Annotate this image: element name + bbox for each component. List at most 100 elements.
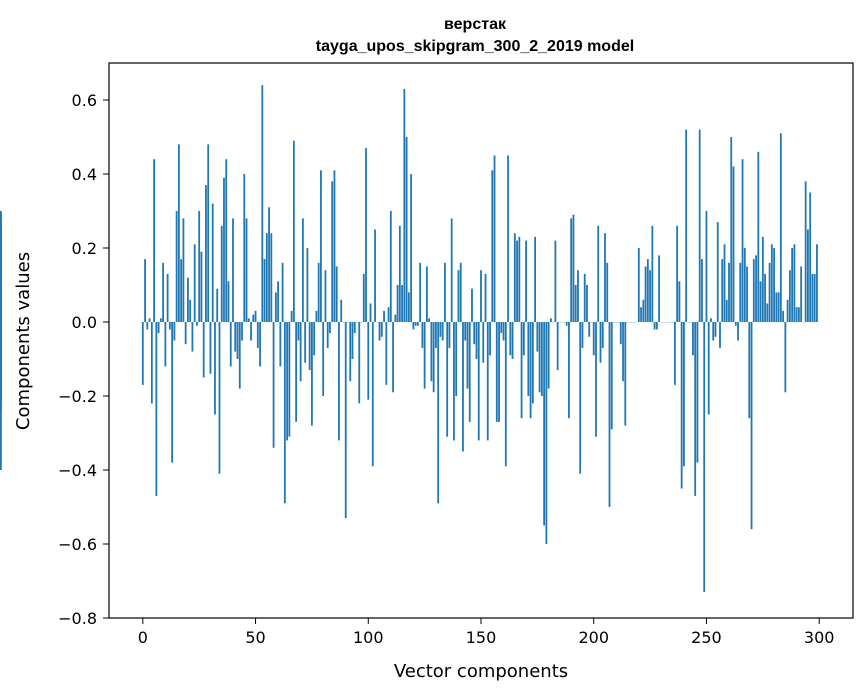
bar-93 <box>351 322 354 359</box>
x-tick-label: 100 <box>353 628 384 647</box>
bar-163 <box>509 322 512 356</box>
bar-146 <box>471 288 473 322</box>
bar-157 <box>495 322 498 422</box>
bar-13 <box>171 322 174 463</box>
bar-21 <box>189 299 192 322</box>
bar-103 <box>374 229 376 322</box>
bar-297 <box>811 273 814 322</box>
bar-85 <box>333 170 336 322</box>
bar-295 <box>807 229 809 322</box>
bar-168 <box>520 322 523 419</box>
bar-52 <box>259 322 261 367</box>
bar-69 <box>297 322 300 341</box>
bar-167 <box>518 236 521 322</box>
bar-180 <box>547 322 550 389</box>
bar-28 <box>205 185 207 322</box>
x-axis-ticks: 0 50 100 150 200 250 300 <box>138 618 834 647</box>
bar-60 <box>277 281 279 322</box>
bar-257 <box>721 259 724 322</box>
bar-96 <box>358 322 361 404</box>
bar-144 <box>466 322 469 389</box>
bar-254 <box>714 322 717 337</box>
bar-128 <box>430 322 433 382</box>
bar-160 <box>502 322 505 341</box>
y-tick-label: 0.4 <box>72 165 97 184</box>
bar-198 <box>588 322 591 337</box>
bar-261 <box>730 137 733 322</box>
y-tick-label: 0.2 <box>72 239 97 258</box>
bar-148 <box>475 322 478 359</box>
y-tick-label: −0.4 <box>58 461 97 480</box>
bar-213 <box>622 322 624 382</box>
bar-208 <box>610 322 613 430</box>
bar-207 <box>608 322 611 507</box>
bar-59 <box>274 292 277 322</box>
bar-22 <box>191 322 194 352</box>
bar-192 <box>574 285 577 322</box>
bar-265 <box>739 262 742 322</box>
bar-121 <box>414 322 417 326</box>
bar-189 <box>568 322 570 419</box>
bar-292 <box>800 266 803 322</box>
bar-161 <box>504 322 507 467</box>
bar-240 <box>683 322 685 467</box>
chart-subtitle: tayga_upos_skipgram_300_2_2019 model <box>316 38 634 55</box>
bar-258 <box>723 244 726 322</box>
bar-17 <box>180 259 183 322</box>
bar-188 <box>565 322 568 326</box>
bar-6 <box>155 322 158 496</box>
bar-241 <box>685 129 688 322</box>
bar-274 <box>759 281 762 322</box>
bar-24 <box>196 322 198 326</box>
bar-122 <box>416 322 419 326</box>
bar-269 <box>748 322 751 419</box>
bar-126 <box>425 266 428 322</box>
bar-290 <box>795 307 798 322</box>
bar-263 <box>734 322 737 326</box>
y-tick-label: −0.8 <box>58 609 97 628</box>
bar-246 <box>696 322 699 463</box>
bar-129 <box>432 322 435 393</box>
bar-31 <box>211 203 214 322</box>
y-tick-label: −0.6 <box>58 535 97 554</box>
bar-92 <box>349 322 352 382</box>
bar-171 <box>527 322 530 396</box>
bar-135 <box>446 322 449 437</box>
bar-58 <box>272 322 275 448</box>
bar-119 <box>410 174 413 322</box>
bar-284 <box>782 310 785 322</box>
bar-282 <box>777 292 780 322</box>
bar-78 <box>317 262 320 322</box>
bar-30 <box>209 322 212 374</box>
bar-77 <box>315 310 318 322</box>
bar-99 <box>365 148 367 322</box>
bar-82 <box>326 322 329 348</box>
bar-183 <box>554 240 557 322</box>
bar-5 <box>153 159 155 322</box>
x-tick-label: 50 <box>245 628 265 647</box>
bar-256 <box>719 322 721 348</box>
bar-224 <box>646 259 649 322</box>
bar-137 <box>450 218 453 322</box>
bar-177 <box>540 322 543 396</box>
bar-299 <box>816 244 818 322</box>
x-tick-label: 250 <box>691 628 722 647</box>
bar-138 <box>453 322 455 441</box>
bar-279 <box>770 244 773 322</box>
bar-68 <box>295 322 298 422</box>
bar-283 <box>779 133 782 322</box>
bar-140 <box>457 270 460 322</box>
bar-45 <box>243 174 246 322</box>
bar-64 <box>286 322 289 441</box>
bar-239 <box>680 322 683 489</box>
bar-41 <box>234 322 237 352</box>
bar-255 <box>716 222 719 322</box>
bar-55 <box>265 233 268 322</box>
bar-245 <box>694 322 697 496</box>
bar-277 <box>766 303 769 322</box>
bar-56 <box>268 207 270 322</box>
bar-32 <box>214 322 216 415</box>
bar-33 <box>216 288 219 322</box>
bar-253 <box>712 322 715 341</box>
